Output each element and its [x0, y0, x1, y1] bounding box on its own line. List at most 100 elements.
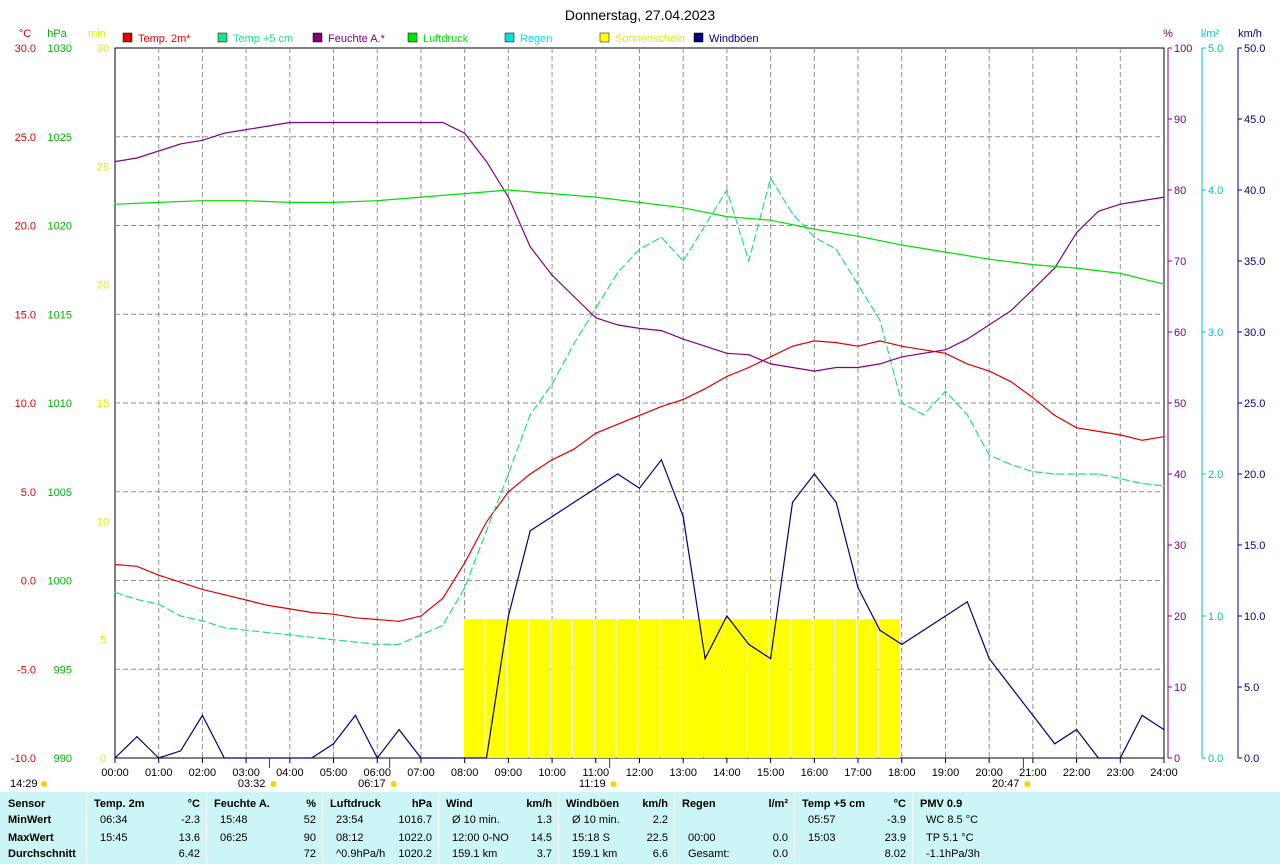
data-point [136, 157, 138, 159]
data-point [901, 402, 903, 404]
data-point [791, 366, 794, 369]
data-point [398, 643, 400, 646]
data-point [682, 398, 684, 401]
tick-label-celsius: -5.0 [17, 664, 36, 676]
stats-row-label: MaxWert [8, 832, 54, 844]
sunshine-bar [572, 619, 594, 758]
marker-noon-label: 11:19 [579, 778, 606, 790]
tick-label-wind: 50.0 [1244, 43, 1265, 55]
legend-label: Luftdruck [423, 33, 469, 45]
data-point [966, 363, 968, 365]
data-point [879, 363, 881, 365]
data-point [332, 743, 335, 745]
data-point [595, 196, 597, 198]
data-point [245, 129, 247, 131]
data-point [289, 757, 291, 759]
tick-label-hpa: 1005 [48, 487, 72, 499]
stats-cell-label: WC 8.5 °C [926, 814, 979, 826]
tick-label-wind: 40.0 [1244, 185, 1265, 197]
stats-cell-value: 1022.0 [398, 832, 432, 844]
data-point [595, 487, 597, 489]
data-point [944, 352, 947, 354]
data-point [617, 473, 619, 475]
stats-column-unit: % [306, 798, 316, 810]
data-point [551, 192, 553, 195]
data-point [442, 757, 444, 759]
data-point [1032, 714, 1034, 717]
legend-label: Regen [520, 33, 552, 45]
stats-cell-label: 06:34 [100, 814, 128, 826]
data-point [136, 598, 138, 601]
data-point [158, 574, 160, 576]
stats-cell-value: 0.0 [772, 832, 788, 844]
data-point [201, 620, 204, 622]
legend-swatch [693, 32, 704, 43]
data-point [726, 352, 728, 354]
tick-label-percent: 70 [1174, 256, 1186, 268]
axis-units: °C hPa min% l/m² km/h [19, 28, 1262, 40]
marker-sunrise-icon [390, 781, 397, 787]
data-point [551, 383, 553, 385]
tick-label-wind: 25.0 [1244, 398, 1265, 410]
data-point [311, 121, 313, 124]
stats-separator [438, 794, 439, 862]
data-point [748, 643, 750, 646]
data-point [114, 591, 116, 593]
data-point [573, 501, 575, 503]
data-point [1054, 267, 1056, 269]
data-point [551, 274, 553, 276]
data-point [245, 629, 247, 631]
data-point [464, 562, 466, 564]
data-point [485, 757, 488, 759]
tick-label-wind: 45.0 [1244, 114, 1265, 126]
stats-column: Regen l/m² 00:00 0.0 Gesamt: 0.0 [678, 792, 792, 864]
data-point [267, 757, 269, 759]
data-point [376, 757, 378, 759]
data-point [354, 121, 356, 124]
data-point [1010, 381, 1012, 383]
data-point [289, 121, 291, 124]
stats-cell-value: 90 [303, 832, 316, 844]
sunshine-bar [660, 619, 682, 758]
stats-cell-label: Gesamt: [688, 848, 730, 860]
data-point [682, 207, 684, 209]
data-point [179, 750, 182, 752]
data-point [311, 757, 313, 759]
x-tick-label: 01:00 [145, 767, 173, 779]
data-point [944, 251, 947, 253]
data-point [879, 340, 881, 342]
data-point [813, 236, 815, 238]
data-point [726, 615, 728, 617]
tick-label-hpa: 1010 [48, 398, 72, 410]
tick-label-percent: 0 [1174, 753, 1180, 765]
stats-row-label: Durchschnitt [8, 848, 76, 860]
data-point [114, 563, 116, 566]
data-point [748, 366, 750, 369]
tick-label-celsius: 30.0 [15, 43, 36, 55]
x-tick-label: 24:00 [1150, 767, 1178, 779]
stats-separator [206, 794, 207, 862]
stats-cell-label: 15:03 [808, 832, 836, 844]
stats-cell-value: 3.7 [536, 848, 552, 860]
sunshine-bar [682, 619, 704, 758]
sunshine-bar [551, 619, 572, 758]
x-tick-label: 02:00 [189, 767, 217, 779]
x-tick-label: 00:00 [101, 767, 129, 779]
data-point [1010, 686, 1012, 688]
data-point [944, 349, 947, 351]
data-point [1097, 430, 1100, 432]
data-point [158, 201, 160, 204]
data-point [442, 624, 444, 627]
weather-chart: Donnerstag, 27.04.2023 Temp. 2m* Temp +5 … [10, 7, 1265, 790]
stats-cell-label: 159.1 km [572, 848, 618, 860]
data-point [1119, 434, 1121, 436]
chart-title: Donnerstag, 27.04.2023 [565, 7, 715, 23]
x-tick-label: 18:00 [888, 767, 916, 779]
sunshine-bar [725, 619, 747, 758]
axis-unit-hpa: hPa [47, 28, 67, 40]
data-point [573, 295, 575, 298]
data-point [1119, 272, 1121, 275]
data-point [376, 643, 378, 646]
stats-cell-value: 2.2 [652, 814, 668, 826]
stats-cell-label: 06:25 [220, 832, 248, 844]
